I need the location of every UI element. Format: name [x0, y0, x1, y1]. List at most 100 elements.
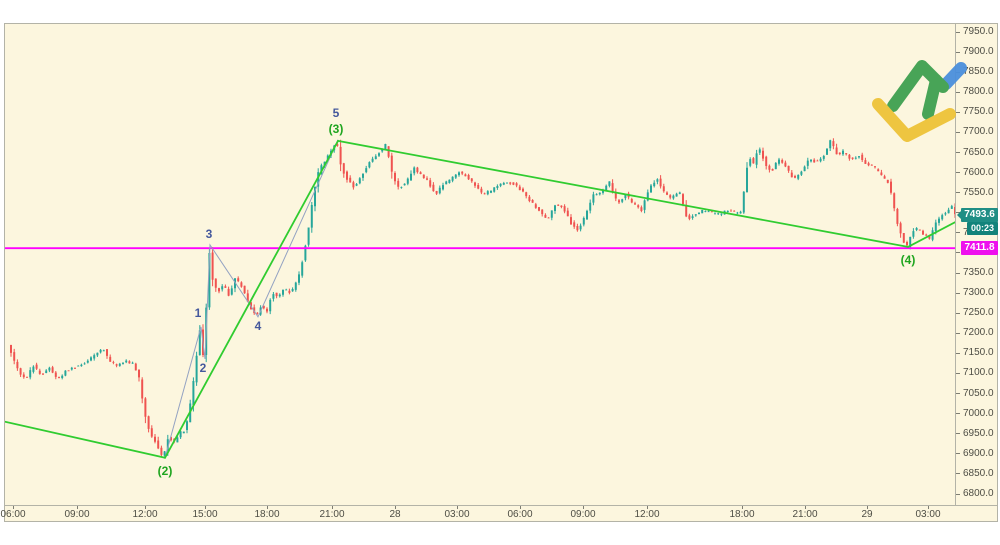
candlestick-chart — [5, 138, 955, 459]
time-tick-label: 15:00 — [192, 509, 218, 520]
time-tick-label: 12:00 — [634, 509, 660, 520]
price-tick-label: 6950.0 — [963, 427, 994, 439]
price-tick-label: 7250.0 — [963, 307, 994, 319]
price-tick-label: 6850.0 — [963, 467, 994, 479]
countdown-value: 00:23 — [970, 223, 995, 234]
price-tick-label: 7000.0 — [963, 407, 994, 419]
price-tick-mark — [956, 433, 960, 435]
price-tick-mark — [956, 232, 960, 234]
price-tick-mark — [956, 352, 960, 354]
price-tick-mark — [956, 453, 960, 455]
price-tick-mark — [956, 332, 960, 334]
time-tick-mark — [457, 506, 458, 509]
green-trendline — [5, 420, 166, 459]
price-tick-label: 7550.0 — [963, 186, 994, 198]
wave-label-1: 1 — [194, 306, 202, 320]
time-tick-mark — [267, 506, 268, 509]
down-candle-wicks — [10, 138, 955, 457]
price-tick-mark — [956, 111, 960, 113]
price-tick-mark — [956, 31, 960, 33]
price-tick-mark — [956, 393, 960, 395]
time-tick-mark — [647, 506, 648, 509]
current-price-badge: 7493.6 — [957, 208, 998, 223]
time-tick-label: 09:00 — [570, 509, 596, 520]
level-price-value: 7411.8 — [964, 242, 995, 254]
price-tick-mark — [956, 413, 960, 415]
time-tick-label: 21:00 — [792, 509, 818, 520]
wave-label-4: 4 — [254, 319, 262, 333]
wave-label-p4p: (4) — [900, 253, 916, 267]
price-tick-label: 7200.0 — [963, 327, 994, 339]
time-tick-label: 09:00 — [64, 509, 90, 520]
time-tick-mark — [805, 506, 806, 509]
price-tick-label: 7800.0 — [963, 86, 994, 98]
time-tick-mark — [145, 506, 146, 509]
price-tick-label: 7350.0 — [963, 267, 994, 279]
time-tick-mark — [13, 506, 14, 509]
price-tick-mark — [956, 252, 960, 254]
down-candle-bodies — [10, 141, 955, 455]
time-tick-label: 29 — [861, 509, 873, 520]
price-tick-mark — [956, 152, 960, 154]
price-tick-label: 7150.0 — [963, 347, 994, 359]
price-tick-label: 6900.0 — [963, 447, 994, 459]
wave-label-3: 3 — [205, 227, 213, 241]
chart-frame: 1 2 3 4 5 (3) (2) (4) 7950.0 7900.0 7850.0 7800.0 7… — [0, 23, 998, 523]
time-axis[interactable]: 06:00 09:00 12:00 15:00 18:00 21:00 28 03:00 06:… — [0, 505, 998, 523]
wave-label-p2p: (2) — [157, 464, 173, 478]
up-candle-wicks — [29, 139, 953, 457]
time-tick-mark — [742, 506, 743, 509]
price-tick-label: 7100.0 — [963, 367, 994, 379]
price-tick-mark — [956, 172, 960, 174]
time-tick-mark — [928, 506, 929, 509]
price-tick-mark — [956, 292, 960, 294]
level-price-badge: 7411.8 — [961, 241, 998, 256]
time-tick-label: 18:00 — [254, 509, 280, 520]
wave-label-2: 2 — [199, 361, 207, 375]
price-tick-mark — [956, 493, 960, 495]
time-tick-label: 03:00 — [915, 509, 941, 520]
current-price-value: 7493.6 — [964, 209, 995, 221]
time-tick-mark — [77, 506, 78, 509]
time-tick-mark — [332, 506, 333, 509]
time-tick-mark — [395, 506, 396, 509]
price-tick-mark — [956, 312, 960, 314]
price-tick-label: 6800.0 — [963, 488, 994, 499]
price-tick-label: 7300.0 — [963, 287, 994, 299]
green-trendline — [337, 140, 909, 248]
time-tick-label: 28 — [389, 509, 401, 520]
time-tick-label: 06:00 — [0, 509, 26, 520]
price-tick-mark — [956, 192, 960, 194]
price-tick-mark — [956, 91, 960, 93]
time-tick-label: 06:00 — [507, 509, 533, 520]
time-tick-mark — [867, 506, 868, 509]
price-tick-mark — [956, 272, 960, 274]
price-tick-mark — [956, 372, 960, 374]
price-tick-label: 7950.0 — [963, 26, 994, 37]
green-trendline — [907, 221, 955, 248]
price-tick-label: 7900.0 — [963, 46, 994, 58]
time-tick-label: 12:00 — [132, 509, 158, 520]
price-tick-mark — [956, 473, 960, 475]
time-tick-mark — [583, 506, 584, 509]
time-tick-mark — [520, 506, 521, 509]
candle-countdown-badge: 00:23 — [967, 222, 998, 236]
wave-label-p3p: (3) — [328, 122, 344, 136]
time-tick-label: 21:00 — [319, 509, 345, 520]
price-tick-label: 7600.0 — [963, 166, 994, 178]
litefinance-logo-icon — [872, 60, 967, 142]
price-tick-label: 7050.0 — [963, 387, 994, 399]
time-tick-label: 03:00 — [444, 509, 470, 520]
elliott-wave-zigzag — [164, 139, 339, 458]
wave-label-5: 5 — [332, 106, 340, 120]
price-tick-mark — [956, 131, 960, 133]
price-badge-pointer — [957, 211, 961, 220]
chart-plot-area[interactable]: 1 2 3 4 5 (3) (2) (4) — [5, 24, 967, 505]
price-tick-label: 7850.0 — [963, 66, 994, 78]
price-tick-mark — [956, 51, 960, 53]
price-tick-label: 7700.0 — [963, 126, 994, 138]
time-tick-mark — [205, 506, 206, 509]
price-tick-label: 7750.0 — [963, 106, 994, 118]
price-axis[interactable]: 7950.0 7900.0 7850.0 7800.0 7750.0 7700.0 7650… — [955, 24, 998, 505]
green-trendline — [164, 140, 339, 459]
